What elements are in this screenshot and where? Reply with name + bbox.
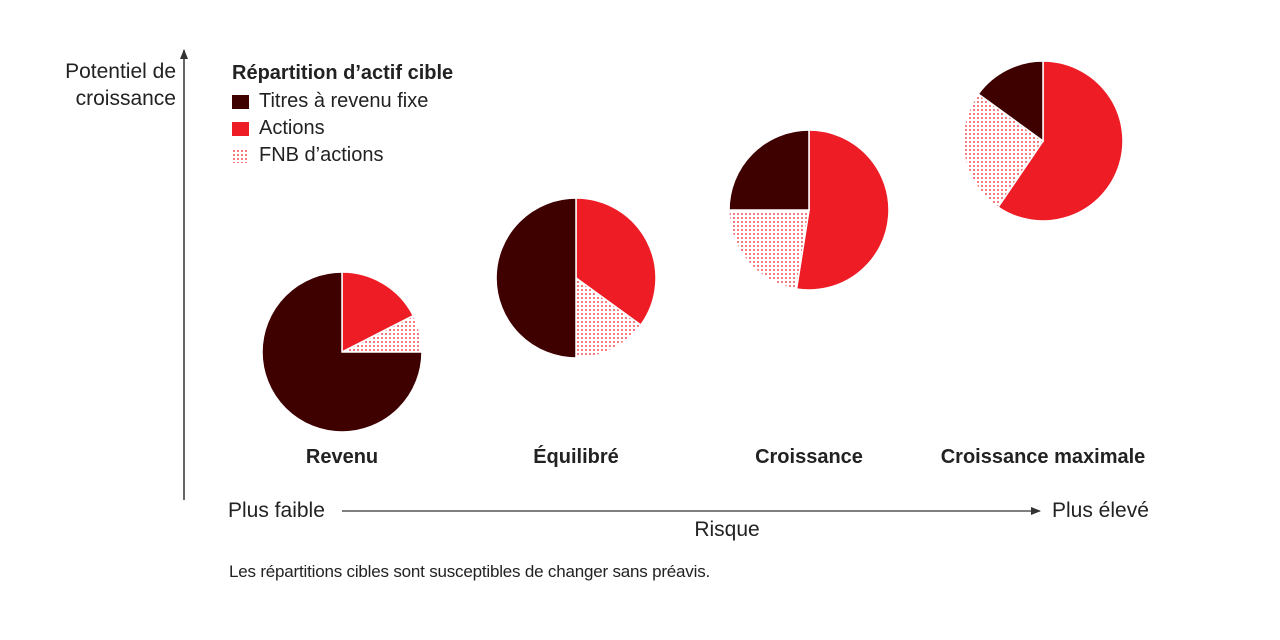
- legend-swatch-equity-etf: [232, 148, 249, 163]
- y-axis-title: Potentiel de croissance: [65, 60, 176, 110]
- x-axis-low-label: Plus faible: [228, 499, 325, 522]
- legend: Répartition d’actif cible Titres à reven…: [232, 60, 453, 169]
- pie-slice-revenu-equities: [341, 271, 415, 354]
- pie-slice-croissance-maximale-equity-etf: [962, 92, 1045, 209]
- legend-item-fixed-income: Titres à revenu fixe: [232, 88, 453, 115]
- legend-title: Répartition d’actif cible: [232, 62, 454, 84]
- footnote: Les répartitions cibles sont susceptible…: [229, 562, 711, 581]
- pie-slice-equilibre-equity-etf: [575, 276, 642, 359]
- category-label-revenu: Revenu: [305, 446, 379, 468]
- pie-slice-revenu-fixed-income: [261, 271, 423, 433]
- legend-swatch-fixed-income: [232, 94, 249, 109]
- legend-label-equities: Actions: [259, 117, 325, 139]
- legend-item-equities: Actions: [232, 115, 453, 142]
- category-label-croissance-maximale: Croissance maximale: [940, 446, 1146, 468]
- category-label-croissance: Croissance: [755, 446, 863, 468]
- category-label-equilibre: Équilibré: [533, 446, 619, 468]
- legend-item-equity-etf: FNB d’actions: [232, 142, 453, 169]
- legend-label-fixed-income: Titres à revenu fixe: [259, 90, 429, 112]
- legend-swatch-equities: [232, 121, 249, 136]
- pie-slice-croissance-maximale-fixed-income: [977, 60, 1044, 143]
- pie-slice-croissance-maximale-equities: [996, 60, 1124, 222]
- pie-group: [261, 60, 1124, 433]
- pie-slice-croissance-fixed-income: [728, 129, 810, 211]
- x-axis-high-label: Plus élevé: [1052, 499, 1149, 522]
- x-axis-title: Risque: [694, 518, 760, 541]
- legend-label-equity-etf: FNB d’actions: [259, 144, 384, 166]
- pie-slice-croissance-equities: [795, 129, 890, 291]
- pie-slice-equilibre-equities: [575, 197, 657, 327]
- pie-slice-croissance-equity-etf: [728, 209, 810, 290]
- pie-slice-equilibre-fixed-income: [495, 197, 577, 359]
